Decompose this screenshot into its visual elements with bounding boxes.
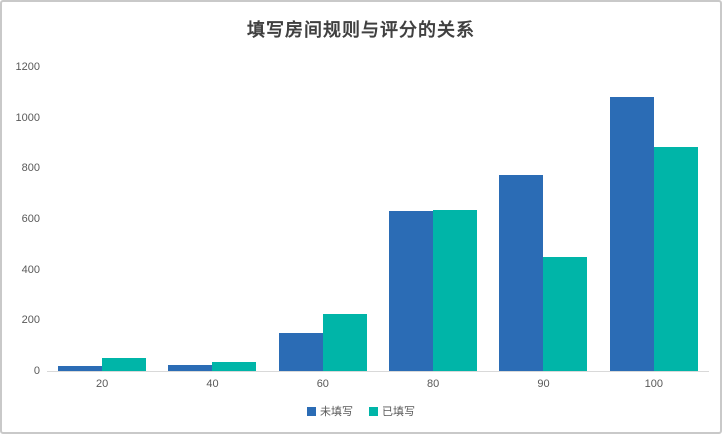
x-tick-label: 100: [644, 378, 663, 390]
legend-swatch-icon: [369, 406, 378, 416]
plot-area: [47, 67, 709, 372]
bar-group-40: [157, 67, 267, 371]
x-tick-label: 90: [537, 378, 550, 390]
bar-group-60: [268, 67, 378, 371]
y-tick-label: 400: [21, 263, 40, 276]
y-tick-label: 0: [33, 365, 40, 377]
y-tick-label: 800: [21, 162, 40, 175]
bar-未填写-90: [499, 175, 544, 371]
x-tick-label: 20: [96, 378, 109, 390]
bar-未填写-20: [58, 366, 103, 371]
y-tick-label: 1000: [15, 111, 40, 124]
bar-已填写-80: [433, 210, 478, 371]
legend-label: 已填写: [382, 406, 415, 418]
x-axis-labels: 20 40 60 80 90 100: [47, 378, 709, 390]
legend-item-已填写: 已填写: [369, 403, 415, 419]
y-tick-label: 600: [21, 213, 40, 225]
chart-title: 填写房间规则与评分的关系: [247, 20, 475, 40]
bar-未填写-80: [389, 211, 434, 371]
bar-group-100: [599, 67, 709, 371]
legend-swatch-icon: [307, 406, 316, 416]
bar-已填写-60: [322, 314, 367, 371]
bar-group-20: [47, 67, 157, 371]
bar-已填写-90: [543, 257, 588, 371]
bar-未填写-40: [168, 365, 213, 371]
x-tick-label: 40: [206, 378, 219, 390]
x-tick-label: 80: [427, 378, 440, 390]
y-tick-label: 200: [21, 314, 40, 327]
bar-group-80: [378, 67, 488, 371]
bar-已填写-20: [102, 358, 147, 371]
x-tick-label: 60: [316, 378, 329, 390]
y-axis-labels: 0 200 400 600 800 1000 1200: [2, 2, 40, 432]
legend: 未填写 已填写: [2, 403, 720, 419]
legend-item-未填写: 未填写: [307, 403, 353, 419]
bar-未填写-60: [278, 333, 323, 371]
bar-已填写-100: [653, 147, 698, 371]
bar-未填写-100: [609, 97, 654, 371]
legend-label: 未填写: [320, 406, 353, 418]
bar-已填写-40: [212, 362, 257, 371]
bar-group-90: [488, 67, 598, 371]
y-tick-label: 1200: [15, 61, 40, 73]
